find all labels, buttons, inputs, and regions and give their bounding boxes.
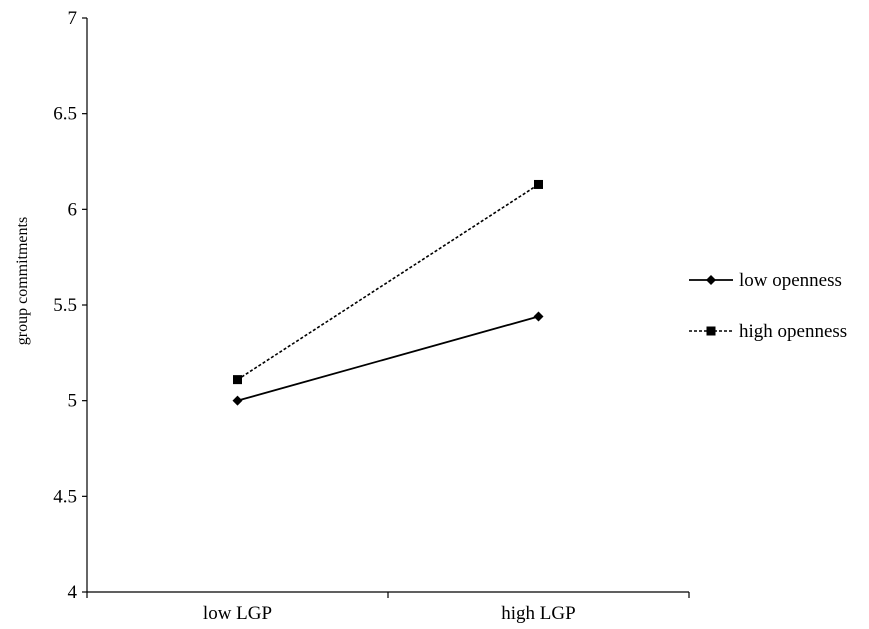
y-tick-label: 6 xyxy=(68,199,78,220)
legend-marker xyxy=(706,275,716,285)
legend: low openness high openness xyxy=(689,270,847,342)
series-line xyxy=(237,315,539,402)
series-layer xyxy=(232,179,544,406)
y-tick-label: 5 xyxy=(68,391,78,412)
legend-label: high openness xyxy=(739,321,847,342)
y-tick-label: 4 xyxy=(68,582,78,603)
legend-label: low openness xyxy=(739,270,842,291)
y-axis-title: group commitments xyxy=(14,217,31,345)
axes xyxy=(86,18,689,593)
series-line xyxy=(237,183,539,381)
data-point xyxy=(232,395,243,406)
data-point xyxy=(534,179,543,189)
x-tick-label: low LGP xyxy=(203,603,272,624)
y-tick-label: 7 xyxy=(68,8,78,29)
legend-item: low openness xyxy=(689,270,842,291)
data-point xyxy=(533,311,544,322)
legend-item: high openness xyxy=(689,321,847,342)
series-high-openness xyxy=(233,179,543,385)
x-ticks: low LGP high LGP xyxy=(86,592,690,624)
y-tick-label: 5.5 xyxy=(53,295,77,316)
y-tick-label: 4.5 xyxy=(53,486,77,507)
y-ticks: 4 4.5 5 5.5 6 6.5 7 xyxy=(53,8,87,603)
legend-marker xyxy=(706,326,716,336)
data-point xyxy=(233,375,242,385)
series-low-openness xyxy=(232,311,544,406)
y-tick-label: 6.5 xyxy=(53,104,77,125)
x-tick-label: high LGP xyxy=(501,603,575,624)
